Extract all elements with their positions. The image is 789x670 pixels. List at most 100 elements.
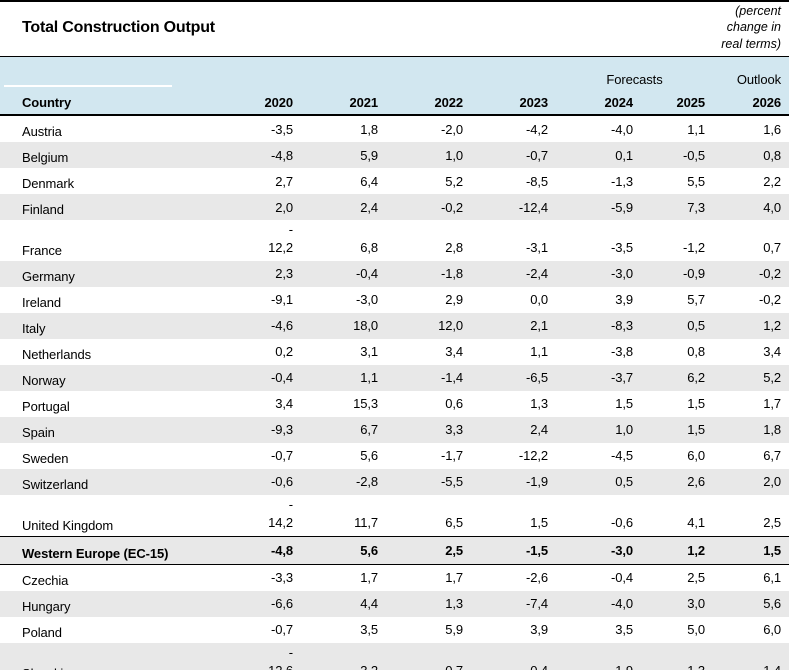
- value-cell: 12,0: [438, 318, 463, 334]
- value-cell: 0,8: [763, 147, 782, 163]
- table-body: Austria -3,5 1,8 -2,0 -4,2 -4,0 1,1 1,6 Belgium -…: [0, 115, 789, 670]
- value-cell: 2,1: [530, 318, 548, 334]
- value-cell: 3,5: [360, 622, 378, 638]
- value-cell: 7,3: [687, 199, 706, 215]
- value-cell: -12,2: [518, 448, 548, 464]
- table-row: Portugal 3,4 15,3 0,6 1,3 1,5 1,5 1,7: [0, 391, 789, 417]
- value-cell: 3,9: [615, 292, 633, 308]
- value-cell: 1,7: [763, 396, 782, 412]
- value-cell: 1,2: [641, 535, 714, 565]
- column-header-2023: 2023: [471, 88, 556, 116]
- construction-output-table: Forecasts Outlook Country 2020 2021 2022…: [0, 57, 789, 670]
- country-cell: United Kingdom: [22, 517, 114, 533]
- table-row: Belgium -4,8 5,9 1,0 -0,7 0,1 -0,5 0,8: [0, 142, 789, 168]
- value-cell: 6,8: [360, 240, 378, 256]
- country-cell: Netherlands: [22, 346, 91, 362]
- value-cell: -3,5: [610, 240, 633, 256]
- value-cell: -2,6: [525, 570, 548, 586]
- country-cell: Ireland: [22, 294, 62, 310]
- country-cell: Portugal: [22, 398, 70, 414]
- value-cell: -0,2: [759, 266, 782, 282]
- value-cell: -2,4: [525, 266, 548, 282]
- value-cell: -0,6: [610, 515, 633, 531]
- value-cell: -8,5: [525, 173, 548, 189]
- value-cell: 0,4: [471, 643, 556, 670]
- value-cell: 1,3: [530, 396, 548, 412]
- value-cell: -1,7: [440, 448, 463, 464]
- value-cell: 5,2: [445, 173, 463, 189]
- value-cell: -4,5: [610, 448, 633, 464]
- table-row: Italy -4,6 18,0 12,0 2,1 -8,3 0,5 1,2: [0, 312, 789, 339]
- country-cell: Germany: [22, 268, 75, 284]
- value-cell: 3,5: [615, 622, 633, 638]
- value-cell: 0,1: [615, 147, 633, 163]
- country-cell: Finland: [22, 202, 64, 217]
- value-cell: -0,9: [683, 266, 706, 282]
- value-cell: -3,3: [270, 570, 293, 586]
- value-cell: 1,8: [763, 422, 782, 438]
- value-cell: 2,3: [275, 266, 293, 282]
- value-cell: -3,0: [610, 266, 633, 282]
- value-cell: 0,5: [687, 318, 706, 334]
- table-row: Austria -3,5 1,8 -2,0 -4,2 -4,0 1,1 1,6: [0, 115, 789, 142]
- value-cell: 3,3: [445, 422, 463, 438]
- total-row: Western Europe (EC-15) -4,8 5,6 2,5 -1,5 -3,0…: [0, 535, 789, 565]
- header-band: Forecasts Outlook Country 2020 2021 2022…: [0, 57, 789, 116]
- value-cell: -3,8: [610, 344, 633, 360]
- group-header-empty: [301, 57, 386, 88]
- value-cell: 1,6: [763, 121, 782, 137]
- table-row: United Kingdom - 14,2 11,7 6,5 1,5 -0,6 4,1 2,5: [0, 495, 789, 536]
- value-cell: 5,7: [687, 292, 706, 308]
- value-cell: 18,0: [353, 318, 378, 334]
- table-row: Norway -0,4 1,1 -1,4 -6,5 -3,7 6,2 5,2: [0, 364, 789, 391]
- table-row: Poland -0,7 3,5 5,9 3,9 3,5 5,0 6,0: [0, 617, 789, 643]
- value-cell: 15,3: [353, 396, 378, 412]
- value-cell: -0,7: [525, 147, 548, 163]
- group-header-empty: [471, 57, 556, 88]
- value-cell: -7,4: [525, 596, 548, 612]
- value-cell: 3,4: [275, 396, 293, 412]
- value-cell: -9,1: [270, 292, 293, 308]
- table-row: France - 12,2 6,8 2,8 -3,1 -3,5 -1,2 0,7: [0, 220, 789, 261]
- table-row: Czechia -3,3 1,7 1,7 -2,6 -0,4 2,5 6,1: [0, 564, 789, 591]
- column-header-2024: 2024: [556, 88, 641, 116]
- country-cell: Spain: [22, 424, 55, 440]
- value-cell: 4,0: [763, 199, 782, 215]
- value-cell: -3,0: [556, 535, 641, 565]
- unit-note: (percent change in real terms): [721, 4, 781, 51]
- value-cell: 0,7: [386, 643, 471, 670]
- value-cell: 6,1: [763, 570, 782, 586]
- value-cell: 0,8: [687, 344, 706, 360]
- value-cell: 0,5: [615, 474, 633, 490]
- value-cell: 0,7: [763, 240, 782, 256]
- country-cell: Switzerland: [22, 476, 89, 492]
- value-cell: 6,0: [763, 622, 782, 638]
- value-cell: -0,7: [270, 622, 293, 638]
- value-cell: 5,9: [445, 622, 463, 638]
- value-cell: -4,6: [270, 318, 293, 334]
- value-cell: 1,5: [615, 396, 633, 412]
- value-cell: -1,3: [610, 173, 633, 189]
- table-row: Hungary -6,6 4,4 1,3 -7,4 -4,0 3,0 5,6: [0, 590, 789, 617]
- country-cell: Poland: [22, 624, 62, 640]
- value-cell: 1,1: [530, 344, 548, 360]
- value-cell: -3,1: [525, 240, 548, 256]
- value-cell: 5,6: [301, 535, 386, 565]
- value-cell: - 12,6: [268, 644, 293, 670]
- value-cell: -0,2: [440, 199, 463, 215]
- value-cell: - 12,2: [268, 222, 293, 256]
- column-header-2025: 2025: [641, 88, 714, 116]
- country-cell: Sweden: [22, 450, 69, 466]
- value-cell: 6,7: [763, 448, 782, 464]
- value-cell: -3,7: [610, 370, 633, 386]
- value-cell: 2,0: [275, 199, 293, 215]
- value-cell: -0,2: [759, 292, 782, 308]
- value-cell: -0,7: [270, 448, 293, 464]
- value-cell: 3,1: [360, 344, 378, 360]
- value-cell: 3,4: [763, 344, 782, 360]
- value-cell: 3,0: [687, 596, 706, 612]
- value-cell: -1,4: [440, 370, 463, 386]
- value-cell: 5,6: [763, 596, 782, 612]
- value-cell: -12,4: [518, 199, 548, 215]
- value-cell: -3,2: [301, 643, 386, 670]
